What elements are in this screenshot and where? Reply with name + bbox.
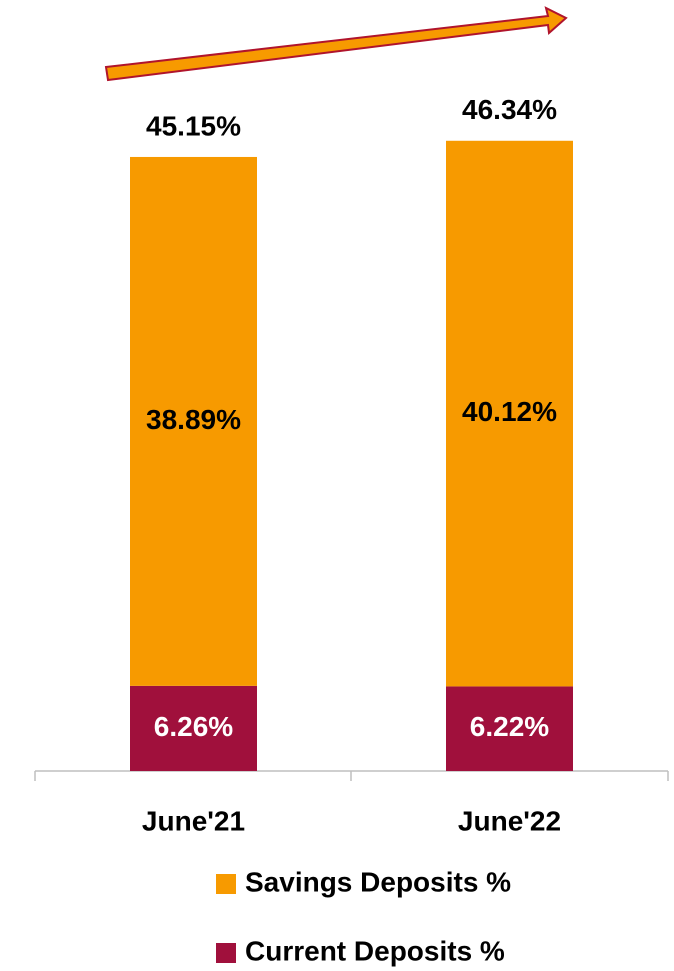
value-label: 40.12% (462, 396, 557, 427)
total-label: 46.34% (462, 94, 557, 125)
bar-segment (130, 685, 257, 771)
legend-swatch (216, 943, 236, 963)
bar-segment (130, 156, 257, 686)
legend-label: Savings Deposits % (245, 866, 511, 897)
bar-segment (446, 140, 573, 687)
x-tick-label: June'22 (458, 805, 561, 836)
legend-swatch (216, 874, 236, 894)
x-tick-label: June'21 (142, 805, 245, 836)
legend-label: Current Deposits % (245, 935, 505, 966)
value-label: 6.22% (470, 711, 549, 742)
trend-arrow (104, 6, 568, 82)
total-label: 45.15% (146, 110, 241, 141)
value-label: 6.26% (154, 711, 233, 742)
value-label: 38.89% (146, 404, 241, 435)
bar-segment (446, 686, 573, 771)
